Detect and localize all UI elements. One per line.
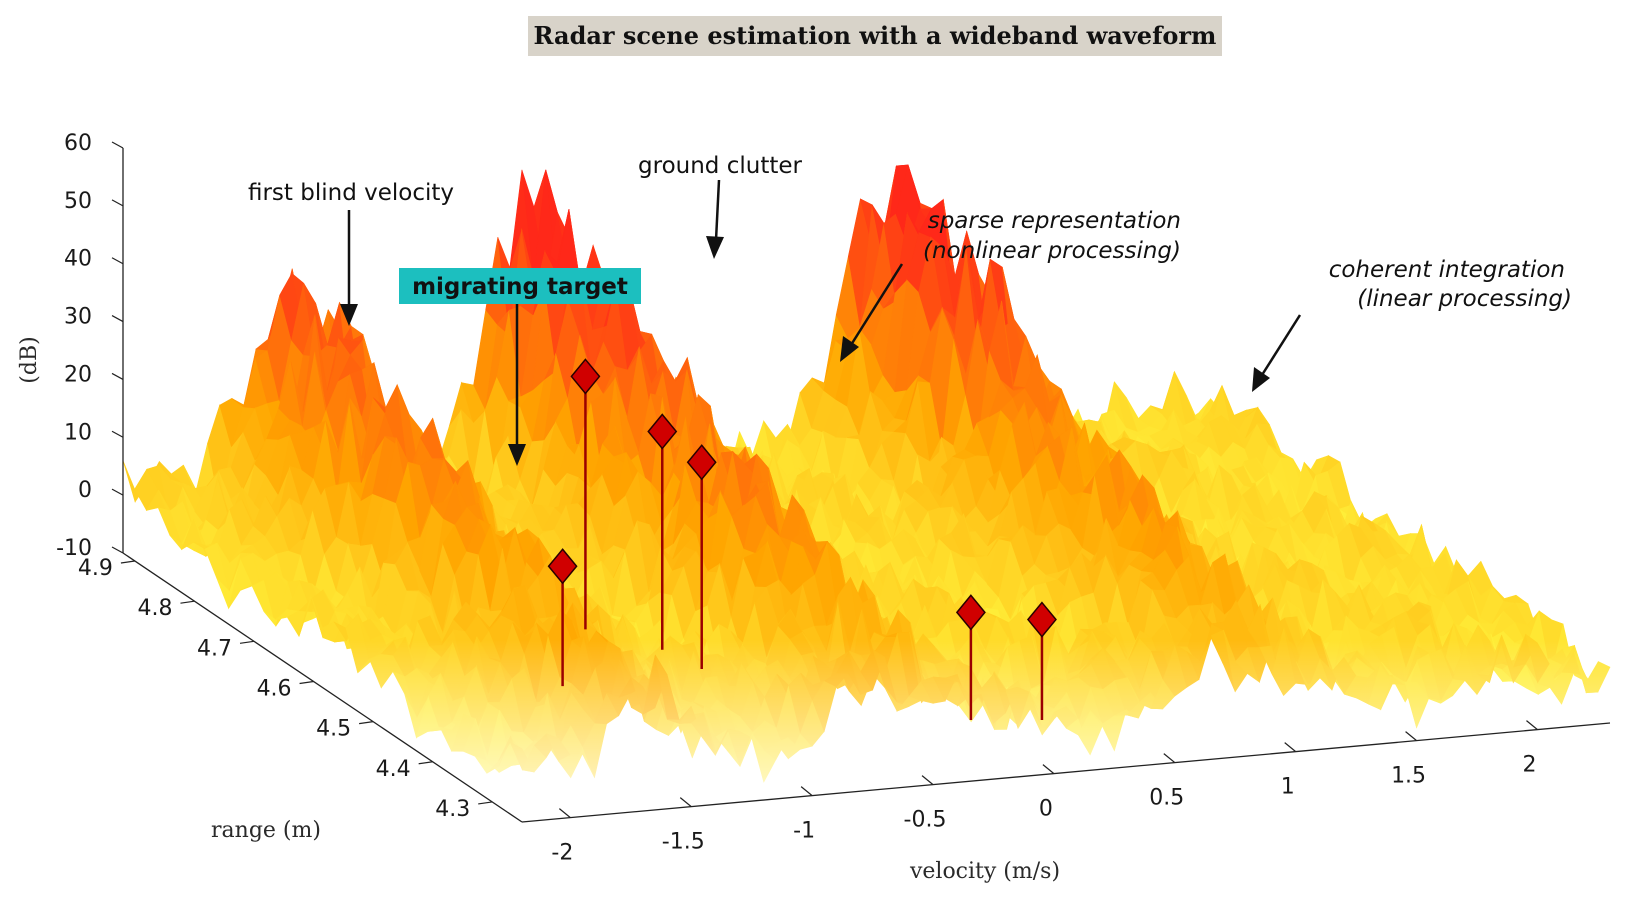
annotation-sparse-2: (nonlinear processing) (923, 238, 1181, 264)
range-tick (120, 560, 135, 564)
velocity-tick (800, 786, 813, 797)
z-tick-label: 60 (64, 131, 92, 156)
arrowhead-coherent (1252, 367, 1270, 392)
range-tick (418, 761, 433, 765)
arrowhead-migrating (508, 444, 526, 466)
arrow-sparse (849, 263, 904, 346)
z-tick-label: 20 (64, 362, 92, 387)
velocity-tick (1526, 720, 1538, 731)
velocity-tick-label: 0.5 (1149, 786, 1184, 811)
z-tick (111, 488, 124, 496)
range-tick-label: 4.4 (376, 757, 411, 782)
velocity-tick (679, 797, 692, 808)
z-tick-label: -10 (56, 536, 92, 561)
velocity-tick-label: 1.5 (1391, 764, 1426, 789)
annotation-ground-clutter: ground clutter (638, 153, 802, 179)
arrowhead-first-blind (340, 304, 358, 326)
velocity-tick-label: 2 (1522, 753, 1536, 778)
estimate-marker (570, 358, 601, 395)
z-tick (111, 372, 124, 380)
z-tick-label: 40 (64, 247, 92, 272)
z-tick-label: 10 (64, 420, 92, 445)
velocity-tick-label: 0 (1039, 797, 1053, 822)
estimate-marker (686, 444, 717, 481)
estimate-marker (955, 594, 986, 631)
range-tick-label: 4.6 (257, 676, 292, 701)
arrow-ground-clutter (714, 179, 721, 241)
velocity-tick (1284, 742, 1297, 753)
arrowhead-ground-clutter (706, 236, 724, 259)
range-tick-label: 4.8 (137, 596, 172, 621)
velocity-tick (1163, 753, 1176, 764)
range-tick-label: 4.5 (316, 717, 351, 742)
range-axis-label: range (m) (211, 818, 321, 843)
velocity-axis-label: velocity (m/s) (909, 859, 1060, 884)
z-tick-label: 30 (64, 305, 92, 330)
range-tick (359, 721, 374, 725)
z-tick (111, 546, 124, 554)
title-background (528, 16, 1222, 56)
annotation-coherent-1: coherent integration (1329, 257, 1565, 283)
velocity-tick-label: -1.5 (662, 830, 705, 855)
z-tick-label: 50 (64, 189, 92, 214)
range-tick (478, 801, 493, 805)
tick-marks: -1001020304050604.34.44.54.64.74.84.9-2-… (56, 131, 1538, 866)
range-tick (180, 600, 195, 604)
estimate-marker (1026, 601, 1057, 638)
annotations: first blind velocity migrating target gr… (248, 153, 1572, 466)
annotation-sparse-1: sparse representation (928, 208, 1181, 234)
surface-fade (150, 640, 1610, 820)
velocity-tick-label: -2 (551, 841, 573, 866)
velocity-tick (1405, 731, 1417, 742)
z-tick (111, 257, 124, 265)
velocity-axis-line (521, 722, 1611, 823)
estimate-marker (547, 548, 578, 585)
z-tick (111, 199, 124, 207)
z-axis-label: (dB) (17, 336, 42, 383)
velocity-tick (921, 775, 934, 786)
range-axis-line (122, 552, 523, 823)
z-tick-label: 0 (78, 478, 92, 503)
migrating-label-bg (399, 268, 641, 304)
arrowhead-sparse (840, 336, 859, 362)
sparse-estimates (547, 358, 1057, 720)
range-tick (239, 640, 255, 644)
annotation-first-blind: first blind velocity (248, 180, 454, 206)
velocity-tick-label: -1 (793, 819, 815, 844)
annotation-migrating: migrating target (412, 274, 628, 300)
velocity-tick-label: -0.5 (904, 808, 947, 833)
annotation-coherent-2: (linear processing) (1357, 286, 1572, 312)
estimate-marker (647, 413, 678, 450)
z-tick (111, 315, 124, 323)
range-tick (299, 680, 314, 685)
z-tick (111, 141, 124, 149)
velocity-tick-label: 1 (1281, 775, 1295, 800)
range-tick-label: 4.3 (435, 797, 470, 822)
arrow-coherent (1260, 314, 1302, 376)
range-tick-label: 4.9 (78, 556, 113, 581)
chart-title: Radar scene estimation with a wideband w… (534, 21, 1217, 50)
velocity-tick (1042, 764, 1055, 775)
velocity-tick (558, 808, 571, 819)
range-tick-label: 4.7 (197, 636, 232, 661)
axes (122, 148, 1611, 823)
z-tick (111, 430, 124, 438)
